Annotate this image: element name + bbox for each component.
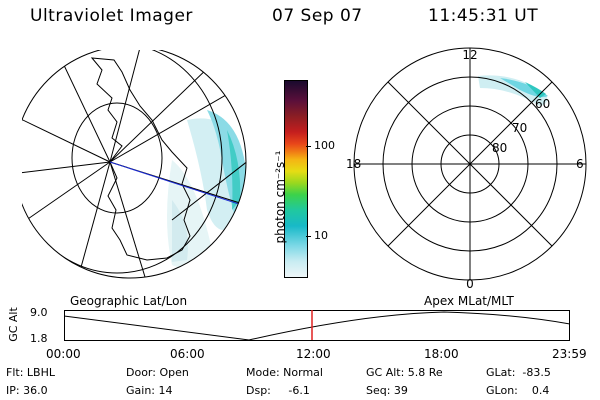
observation-time: 11:45:31 UT xyxy=(428,6,539,26)
aurora-emission-right xyxy=(478,75,548,106)
glat-info: GLat: -83.5 xyxy=(486,366,551,379)
mlt-label-12: 12 xyxy=(462,48,477,62)
timeline-tick-0600: 06:00 xyxy=(170,347,205,361)
geographic-caption: Geographic Lat/Lon xyxy=(70,294,188,308)
colorbar-tick-label-100: 100 xyxy=(314,139,335,152)
gain-info: Gain: 14 xyxy=(126,384,173,397)
seq-info: Seq: 39 xyxy=(366,384,408,397)
continent-outline xyxy=(90,57,191,261)
timeline-tick-0000: 00:00 xyxy=(46,347,81,361)
mlt-label-6: 6 xyxy=(576,157,584,171)
dsp-info: Dsp: -6.1 xyxy=(246,384,310,397)
observation-date: 07 Sep 07 xyxy=(272,6,363,26)
timeline-y-label: GC Alt xyxy=(6,307,20,342)
mlat-label-70: 70 xyxy=(512,121,527,135)
aurora-emission-left xyxy=(167,110,246,268)
mlt-label-0: 0 xyxy=(466,277,474,291)
mode-info: Mode: Normal xyxy=(246,366,323,379)
timeline-y-min: 1.8 xyxy=(30,332,48,345)
altitude-timeline xyxy=(64,310,570,341)
colorbar-units-label: photon cm⁻²s⁻¹ xyxy=(273,150,287,244)
colorbar-tick xyxy=(306,236,311,237)
mlat-label-60: 60 xyxy=(535,97,550,111)
altitude-curve xyxy=(64,311,570,341)
mlt-label-18: 18 xyxy=(346,157,361,171)
gc-alt-info: GC Alt: 5.8 Re xyxy=(366,366,443,379)
timeline-tick-2359: 23:59 xyxy=(552,347,587,361)
instrument-title: Ultraviolet Imager xyxy=(30,6,193,26)
satellite-track xyxy=(109,161,246,211)
filter-info: Flt: LBHL xyxy=(6,366,55,379)
geographic-map xyxy=(22,50,247,279)
ip-info: IP: 36.0 xyxy=(6,384,48,397)
apex-caption: Apex MLat/MLT xyxy=(424,294,514,308)
timeline-tick-1200: 12:00 xyxy=(296,347,331,361)
colorbar xyxy=(284,80,308,278)
polar-map: 12 18 6 0 60 70 80 xyxy=(346,47,587,291)
colorbar-tick xyxy=(306,146,311,147)
glon-info: GLon: 0.4 xyxy=(486,384,550,397)
mlat-label-80: 80 xyxy=(492,141,507,155)
colorbar-tick-label-10: 10 xyxy=(314,229,328,242)
door-info: Door: Open xyxy=(126,366,189,379)
timeline-tick-1800: 18:00 xyxy=(424,347,459,361)
timeline-y-max: 9.0 xyxy=(30,306,48,319)
